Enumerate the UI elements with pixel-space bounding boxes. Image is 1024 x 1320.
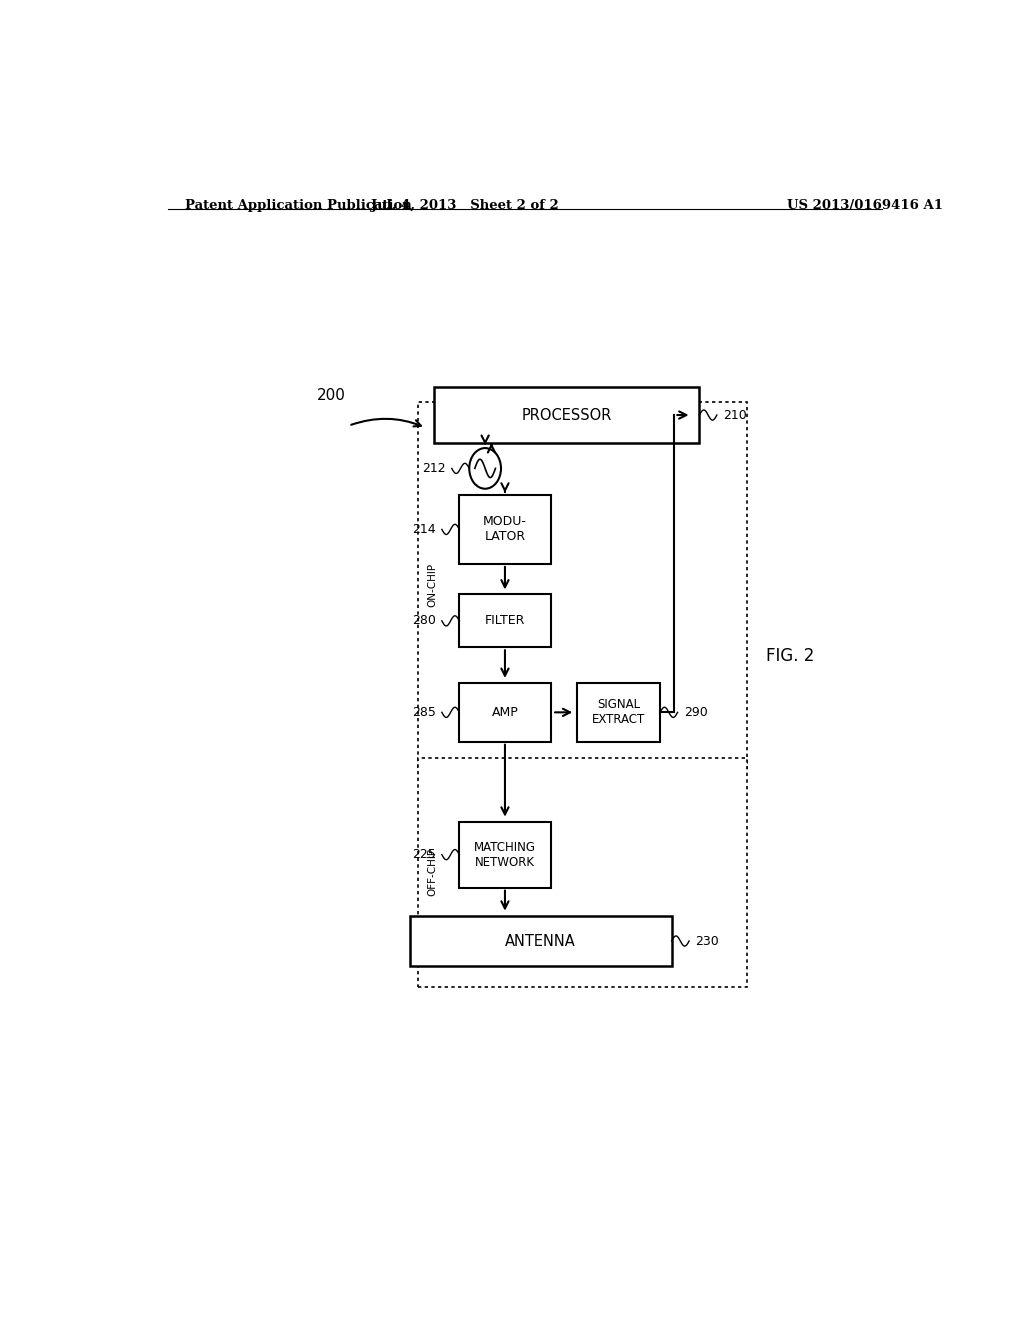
FancyBboxPatch shape (460, 495, 551, 564)
FancyBboxPatch shape (410, 916, 672, 966)
FancyBboxPatch shape (460, 594, 551, 647)
Text: 200: 200 (316, 388, 346, 404)
Text: ON-CHIP: ON-CHIP (427, 564, 437, 607)
Text: 285: 285 (412, 706, 435, 719)
FancyBboxPatch shape (433, 387, 699, 444)
Text: 290: 290 (684, 706, 708, 719)
FancyBboxPatch shape (418, 758, 748, 987)
FancyBboxPatch shape (460, 682, 551, 742)
Text: MODU-
LATOR: MODU- LATOR (483, 515, 527, 544)
Text: PROCESSOR: PROCESSOR (521, 408, 611, 422)
Text: FIG. 2: FIG. 2 (767, 647, 815, 665)
FancyBboxPatch shape (460, 821, 551, 887)
Text: 210: 210 (723, 409, 746, 421)
Text: 280: 280 (412, 614, 435, 627)
Text: 225: 225 (412, 849, 435, 861)
Text: 212: 212 (422, 462, 445, 475)
Text: ANTENNA: ANTENNA (505, 933, 577, 949)
FancyBboxPatch shape (577, 682, 660, 742)
Text: 230: 230 (695, 935, 719, 948)
Text: AMP: AMP (492, 706, 518, 719)
Text: OFF-CHIP: OFF-CHIP (427, 849, 437, 896)
Text: Jul. 4, 2013   Sheet 2 of 2: Jul. 4, 2013 Sheet 2 of 2 (372, 199, 559, 213)
Text: SIGNAL
EXTRACT: SIGNAL EXTRACT (592, 698, 645, 726)
FancyBboxPatch shape (418, 403, 748, 768)
Text: Patent Application Publication: Patent Application Publication (185, 199, 412, 213)
Text: 214: 214 (412, 523, 435, 536)
Text: FILTER: FILTER (484, 614, 525, 627)
Text: US 2013/0169416 A1: US 2013/0169416 A1 (786, 199, 943, 213)
Text: MATCHING
NETWORK: MATCHING NETWORK (474, 841, 536, 869)
